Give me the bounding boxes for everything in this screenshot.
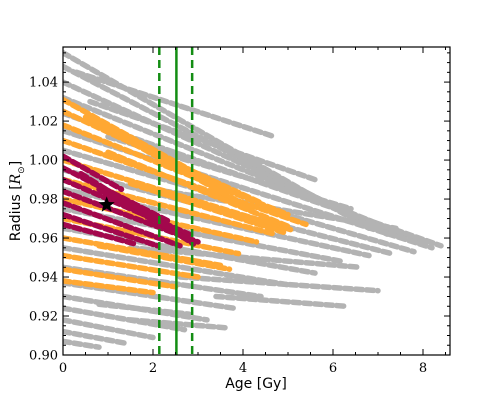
evolution-track: [127, 245, 363, 271]
y-tick-label: 1.00: [29, 154, 58, 169]
x-axis-label: Age [Gy]: [225, 376, 287, 392]
x-tick-label: 8: [419, 361, 427, 376]
plot-frame: [62, 46, 451, 356]
evolution-track: [213, 293, 350, 310]
evolution-track: [63, 153, 125, 193]
evolution-track: [63, 221, 138, 247]
evolution-track: [96, 301, 192, 317]
evolution-track: [63, 338, 102, 350]
y-tick-label: 0.94: [29, 271, 58, 286]
x-tick-label: 4: [239, 361, 247, 376]
evolution-track: [82, 114, 255, 212]
x-tick-label: 0: [59, 361, 67, 376]
evolution-track: [63, 200, 183, 249]
data-tracks: [63, 50, 444, 350]
evolution-track: [63, 328, 129, 347]
y-tick-label: 0.92: [29, 310, 58, 325]
evolution-track: [63, 266, 179, 290]
maroon-series: [63, 153, 201, 249]
evolution-track: [63, 305, 188, 333]
y-tick-label: 1.02: [29, 115, 58, 130]
evolution-track: [127, 317, 228, 331]
ticks: 0 2 4 6 8 0.90 0.92 0.94 0.96 0.98 1.00 1.02 1.04: [29, 47, 450, 376]
evolution-track: [87, 98, 318, 183]
y-tick-label: 0.98: [29, 193, 58, 208]
star-layer: [98, 196, 115, 212]
evolution-track: [63, 211, 161, 249]
evolution-track: [63, 157, 296, 233]
evolution-track: [105, 149, 291, 230]
x-tick-label: 6: [329, 361, 337, 376]
evolution-track: [127, 180, 287, 235]
y-axis-label: Radius [R⊙]: [8, 161, 27, 241]
evolution-track: [63, 317, 156, 341]
y-tick-label: 1.04: [29, 76, 58, 91]
y-tick-label: 0.96: [29, 232, 58, 247]
y-tick-label: 0.90: [29, 349, 58, 364]
evolution-track: [63, 278, 156, 296]
evolution-track: [177, 274, 381, 294]
evolution-track: [114, 192, 197, 247]
evolution-track: [96, 243, 233, 272]
x-tick-label: 2: [149, 361, 157, 376]
star-marker: [98, 196, 115, 212]
age-lines: [158, 47, 194, 355]
